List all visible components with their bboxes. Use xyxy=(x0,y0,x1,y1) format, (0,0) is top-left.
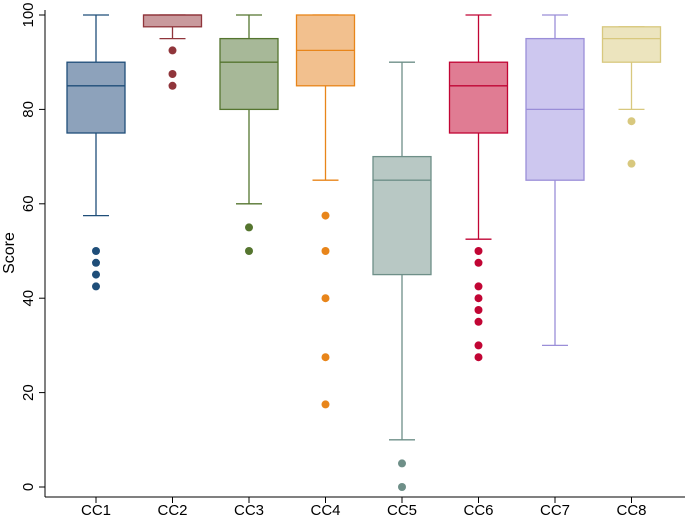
box-group-cc6 xyxy=(448,14,509,362)
outlier-point-cc4-1 xyxy=(321,211,330,220)
box-group-cc3 xyxy=(219,14,279,255)
iqr-box-cc5 xyxy=(372,155,432,276)
x-tick-label-CC7: CC7 xyxy=(540,502,570,516)
x-tick-label-CC2: CC2 xyxy=(157,502,187,516)
x-tick-label-CC3: CC3 xyxy=(234,502,264,516)
y-ticks: 0 20 40 60 80 100 xyxy=(20,2,45,491)
outlier-point-cc5-2 xyxy=(398,483,406,491)
iqr-box-cc6 xyxy=(448,61,509,134)
box-group-cc8 xyxy=(601,26,662,168)
iqr-box-cc1 xyxy=(66,61,126,134)
box-group-cc4 xyxy=(295,14,356,409)
y-tick-label-40: 40 xyxy=(20,290,37,307)
x-tick-label-CC8: CC8 xyxy=(616,502,646,516)
x-tick-label-CC5: CC5 xyxy=(387,502,417,516)
x-tick-label-CC1: CC1 xyxy=(81,502,111,516)
x-tick-label-CC6: CC6 xyxy=(463,502,493,516)
outlier-point-cc6-8 xyxy=(474,353,483,362)
outlier-point-cc1-2 xyxy=(92,258,100,267)
outlier-point-cc2-1 xyxy=(168,46,177,55)
outlier-point-cc3-2 xyxy=(245,247,253,255)
outlier-point-cc1-1 xyxy=(92,247,100,255)
outlier-point-cc1-4 xyxy=(92,282,100,291)
outlier-point-cc4-2 xyxy=(321,247,330,255)
outlier-point-cc6-2 xyxy=(474,258,483,267)
y-tick-label-60: 60 xyxy=(20,195,37,212)
iqr-box-cc2 xyxy=(142,14,203,28)
outlier-point-cc6-6 xyxy=(474,317,483,326)
y-tick-label-80: 80 xyxy=(20,101,37,118)
outlier-point-cc6-1 xyxy=(474,247,483,255)
outlier-point-cc3-1 xyxy=(245,223,253,232)
y-tick-label-100: 100 xyxy=(20,2,37,27)
outlier-point-cc6-3 xyxy=(474,282,483,291)
outlier-point-cc6-4 xyxy=(474,294,483,303)
outlier-point-cc8-2 xyxy=(627,159,636,168)
box-group-cc1 xyxy=(66,14,126,291)
iqr-box-cc3 xyxy=(219,37,279,111)
y-tick-label-20: 20 xyxy=(20,384,37,401)
outlier-point-cc2-2 xyxy=(168,70,177,78)
outlier-point-cc4-5 xyxy=(321,400,330,409)
box-group-cc7 xyxy=(525,14,585,347)
outlier-point-cc5-1 xyxy=(398,459,406,468)
outlier-point-cc1-3 xyxy=(92,270,100,279)
iqr-box-cc8 xyxy=(601,26,662,63)
outlier-point-cc4-4 xyxy=(321,353,330,362)
box-group-cc2 xyxy=(142,14,203,90)
outlier-point-cc8-1 xyxy=(627,117,636,126)
x-ticks: CC1 CC2 CC3 CC4 CC5 CC6 CC7 CC8 xyxy=(81,497,647,516)
box-group-cc5 xyxy=(372,61,432,491)
outlier-point-cc2-3 xyxy=(168,81,177,90)
y-tick-label-0: 0 xyxy=(20,483,37,491)
outlier-point-cc6-7 xyxy=(474,341,483,350)
boxes xyxy=(66,14,662,491)
outlier-point-cc6-5 xyxy=(474,306,483,314)
y-axis-title: Score xyxy=(1,232,18,274)
x-tick-label-CC4: CC4 xyxy=(310,502,340,516)
outlier-point-cc4-3 xyxy=(321,294,330,303)
